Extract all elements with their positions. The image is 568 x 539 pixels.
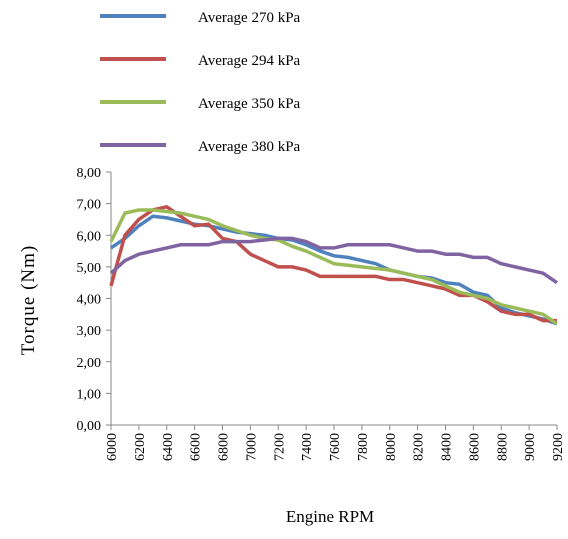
series-line <box>109 208 558 326</box>
x-tick-label: 8800 <box>495 433 510 461</box>
x-tick-label: 6000 <box>105 433 120 461</box>
x-tick-label: 9200 <box>551 433 566 461</box>
x-axis-title: Engine RPM <box>286 507 374 526</box>
y-tick-label: 1,00 <box>77 387 102 402</box>
y-tick-label: 2,00 <box>77 356 102 371</box>
x-tick-label: 6200 <box>133 433 148 461</box>
y-tick-label: 8,00 <box>77 166 102 181</box>
y-tick-label: 3,00 <box>77 324 102 339</box>
y-tick-label: 4,00 <box>77 293 102 308</box>
series-line <box>110 214 558 326</box>
legend-label: Average 350 kPa <box>198 96 301 112</box>
x-tick-label: 7400 <box>300 433 315 461</box>
y-tick-label: 0,00 <box>77 419 102 434</box>
x-tick-label: 7000 <box>244 433 259 461</box>
x-tick-label: 9000 <box>523 433 538 461</box>
x-tick-label: 8000 <box>384 433 399 461</box>
y-tick-label: 7,00 <box>77 198 102 213</box>
legend-label: Average 380 kPa <box>198 139 301 155</box>
y-tick-label: 6,00 <box>77 229 102 244</box>
x-tick-label: 7600 <box>328 433 343 461</box>
y-tick-label: 5,00 <box>77 261 102 276</box>
y-axis-title: Torque (Nm) <box>18 245 39 355</box>
x-tick-label: 8200 <box>412 433 427 461</box>
series-line <box>109 236 558 285</box>
x-tick-label: 8600 <box>467 433 482 461</box>
x-tick-label: 6400 <box>161 433 176 461</box>
legend-label: Average 270 kPa <box>198 10 301 26</box>
legend-label: Average 294 kPa <box>198 53 301 69</box>
x-tick-label: 7800 <box>356 433 371 461</box>
x-tick-label: 6600 <box>189 433 204 461</box>
x-tick-label: 7200 <box>272 433 287 461</box>
x-tick-label: 8400 <box>440 433 455 461</box>
series-line <box>109 205 557 323</box>
x-tick-label: 6800 <box>217 433 232 461</box>
